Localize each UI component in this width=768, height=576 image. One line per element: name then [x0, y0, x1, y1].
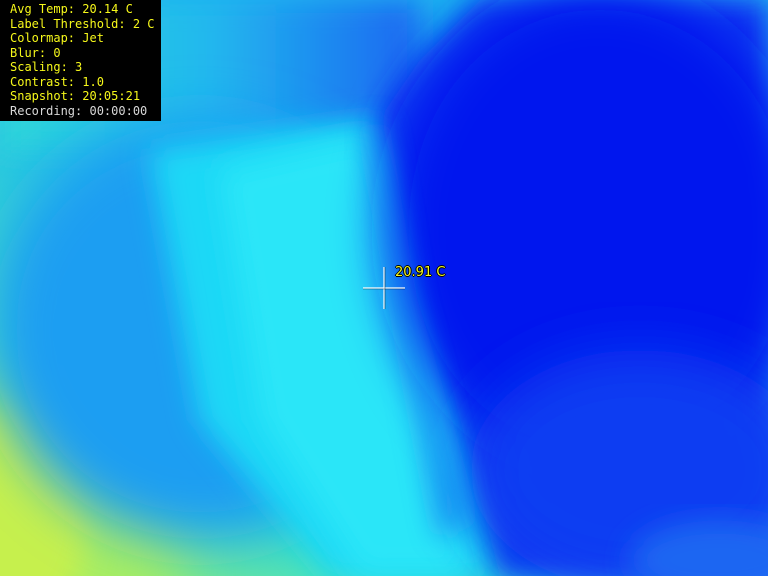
hud-overlay-panel: Avg Temp: 20.14 C Label Threshold: 2 C C…: [0, 0, 161, 121]
label-threshold-readout: Label Threshold: 2 C: [10, 16, 155, 31]
scaling-readout: Scaling: 3: [10, 60, 83, 74]
contrast-readout: Contrast: 1.0: [10, 74, 104, 89]
recording-readout: Recording: 00:00:00: [10, 103, 148, 118]
snapshot-readout: Snapshot: 20:05:21: [10, 89, 141, 103]
avg-temp-readout: Avg Temp: 20.14 C: [10, 2, 133, 16]
crosshair-icon: [363, 267, 405, 309]
colormap-readout: Colormap: Jet: [10, 31, 104, 45]
center-spot-temperature: 20.91 C: [395, 265, 446, 280]
blur-readout: Blur: 0: [10, 45, 61, 60]
